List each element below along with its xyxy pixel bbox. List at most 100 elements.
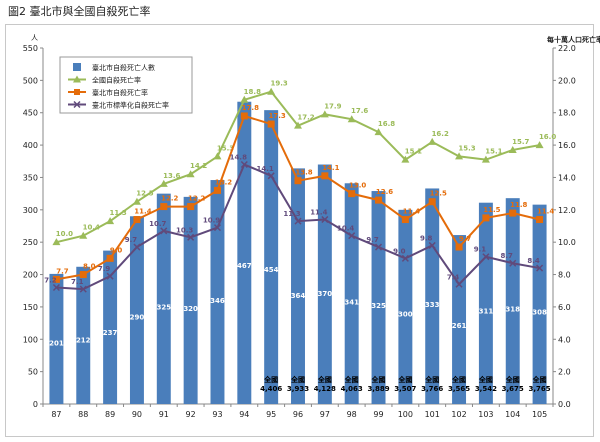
legend-swatch-bar (73, 63, 81, 71)
x-tick-label: 87 (51, 410, 61, 419)
left-tick-label: 550 (23, 44, 38, 53)
national-rate-value-label: 10.4 (83, 224, 100, 232)
national-count-label: 全國 (290, 375, 305, 384)
national-rate-value-label: 16.0 (539, 133, 556, 141)
taipei-rate-marker (428, 198, 436, 206)
x-tick-label: 100 (398, 410, 413, 419)
standardized-rate-marker (52, 283, 60, 292)
standardized-rate-marker (79, 285, 87, 293)
standardized-rate-value-label: 14.1 (257, 165, 274, 173)
bar (264, 110, 279, 404)
taipei-rate-marker (482, 214, 490, 222)
standardized-rate-value-label: 10.7 (149, 220, 166, 228)
national-rate-marker (79, 231, 88, 239)
bar (344, 183, 359, 404)
national-rate-value-label: 15.3 (458, 144, 475, 152)
standardized-rate-value-label: 7.2 (44, 276, 57, 284)
taipei-rate-marker (348, 190, 356, 198)
left-tick-label: 400 (23, 141, 38, 150)
bar (291, 168, 305, 404)
bar (452, 235, 467, 404)
standardized-rate-value-label: 9.7 (366, 236, 379, 244)
bar-value-label: 370 (318, 290, 333, 298)
standardized-rate-value-label: 7.9 (98, 265, 111, 273)
bar-value-label: 325 (371, 302, 386, 310)
standardized-rate-value-label: 9.8 (420, 234, 433, 242)
bar (183, 196, 198, 404)
bar (532, 204, 547, 404)
national-rate-marker (186, 170, 195, 178)
x-tick-label: 98 (347, 410, 357, 419)
standardized-rate-marker (401, 254, 409, 262)
taipei-rate-value-label: 14.1 (322, 164, 339, 172)
taipei-rate-value-label: 8.0 (83, 263, 96, 271)
national-count-label: 全國 (344, 375, 359, 384)
national-rate-value-label: 15.1 (405, 148, 422, 156)
taipei-rate-value-label: 12.2 (188, 195, 205, 203)
right-tick-label: 20.0 (558, 76, 576, 85)
national-rate-marker (52, 238, 61, 246)
standardized-rate-marker (348, 232, 356, 240)
national-rate-marker (294, 121, 302, 129)
bar-value-label: 364 (291, 292, 306, 300)
taipei-rate-marker (52, 275, 60, 283)
taipei-rate-value-label: 13.0 (349, 182, 366, 190)
national-count-value: 3,766 (421, 385, 443, 393)
x-tick-label: 104 (505, 410, 520, 419)
taipei-rate-marker (187, 203, 195, 211)
national-rate-value-label: 11.3 (109, 209, 126, 217)
national-rate-value-label: 16.2 (432, 130, 449, 138)
right-tick-label: 4.0 (558, 335, 571, 344)
national-rate-marker (455, 152, 464, 160)
bar-value-label: 290 (130, 314, 145, 322)
legend-item-label: 臺北市自殺死亡人數 (92, 63, 155, 72)
bar (505, 198, 520, 404)
standardized-rate-marker (240, 160, 248, 169)
right-tick-label: 8.0 (558, 271, 571, 280)
national-rate-marker (240, 95, 249, 103)
standardized-rate-value-label: 7.1 (71, 278, 84, 286)
taipei-rate-value-label: 17.3 (269, 112, 286, 120)
legend-swatch-marker (73, 75, 81, 83)
bar (371, 191, 386, 404)
taipei-rate-value-label: 11.4 (537, 208, 554, 216)
x-tick-label: 91 (159, 410, 169, 419)
x-tick-label: 94 (239, 410, 249, 419)
national-count-label: 全國 (371, 375, 386, 384)
taipei-rate-marker (536, 216, 544, 224)
x-tick-label: 101 (425, 410, 440, 419)
bar-value-label: 333 (425, 301, 440, 309)
taipei-rate-marker (509, 209, 517, 217)
national-count-label: 全國 (532, 375, 547, 384)
legend-swatch-marker (74, 89, 80, 95)
national-count-label: 全國 (424, 375, 439, 384)
national-count-value: 3,542 (475, 385, 497, 393)
taipei-rate-marker (160, 203, 168, 211)
x-tick-label: 105 (532, 410, 547, 419)
national-count-value: 4,128 (314, 385, 336, 393)
bar-value-label: 467 (237, 262, 252, 270)
standardized-rate-marker (455, 280, 463, 288)
standardized-rate-marker (133, 243, 141, 251)
standardized-rate-value-label: 7.4 (447, 273, 460, 281)
right-tick-label: 22.0 (558, 44, 576, 53)
national-rate-value-label: 13.6 (163, 172, 180, 180)
bar (156, 193, 171, 404)
x-tick-label: 96 (293, 410, 303, 419)
taipei-rate-value-label: 7.7 (56, 267, 69, 275)
standardized-rate-value-label: 10.9 (203, 217, 220, 225)
taipei-rate-value-label: 11.4 (134, 208, 151, 216)
national-rate-value-label: 17.9 (324, 102, 341, 110)
x-tick-label: 95 (266, 410, 276, 419)
right-tick-label: 18.0 (558, 109, 576, 118)
right-tick-label: 6.0 (558, 303, 571, 312)
standardized-rate-marker (509, 259, 517, 267)
national-rate-marker (213, 152, 222, 160)
bar (76, 266, 91, 404)
right-tick-label: 0.0 (558, 400, 571, 409)
taipei-rate-marker (321, 172, 329, 180)
taipei-rate-marker (133, 216, 141, 224)
standardized-rate-value-label: 10.3 (176, 226, 193, 234)
x-tick-label: 89 (105, 410, 115, 419)
national-rate-marker (508, 145, 517, 153)
